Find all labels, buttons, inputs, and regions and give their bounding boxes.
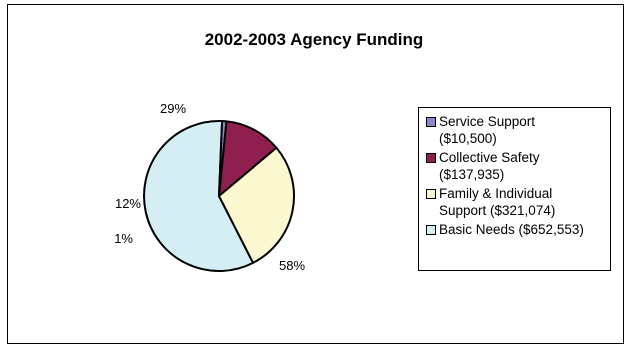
chart-frame bbox=[7, 4, 624, 344]
legend-item-service-support: Service Support ($10,500) bbox=[426, 113, 606, 147]
legend-label-service-support: Service Support ($10,500) bbox=[439, 114, 536, 146]
legend-label-family-individual-support: Family & Individual Support ($321,074) bbox=[439, 186, 556, 218]
legend-swatch-service-support bbox=[426, 117, 436, 127]
percent-label-collective-safety: 12% bbox=[115, 196, 141, 211]
pie-slice-basic-needs bbox=[143, 120, 255, 272]
legend-swatch-basic-needs bbox=[426, 225, 436, 235]
legend-item-basic-needs: Basic Needs ($652,553) bbox=[426, 221, 606, 238]
percent-label-basic-needs: 58% bbox=[279, 258, 305, 273]
pie-chart: 1% 12% 29% 58% bbox=[114, 101, 305, 273]
legend-label-collective-safety: Collective Safety ($137,935) bbox=[439, 150, 540, 182]
percent-label-family-individual-support: 29% bbox=[160, 101, 186, 116]
legend-label-basic-needs: Basic Needs ($652,553) bbox=[439, 222, 584, 237]
chart-title: 2002-2003 Agency Funding bbox=[204, 30, 424, 49]
legend-item-family-individual-support: Family & Individual Support ($321,074) bbox=[426, 185, 606, 219]
legend-swatch-collective-safety bbox=[426, 153, 436, 163]
legend-swatch-family-individual-support bbox=[426, 189, 436, 199]
percent-label-service-support: 1% bbox=[114, 231, 133, 246]
legend: Service Support ($10,500) Collective Saf… bbox=[418, 107, 611, 271]
pie-slice-family-individual-support bbox=[218, 146, 295, 264]
legend-item-collective-safety: Collective Safety ($137,935) bbox=[426, 149, 606, 183]
pie-slice-collective-safety bbox=[218, 120, 278, 197]
